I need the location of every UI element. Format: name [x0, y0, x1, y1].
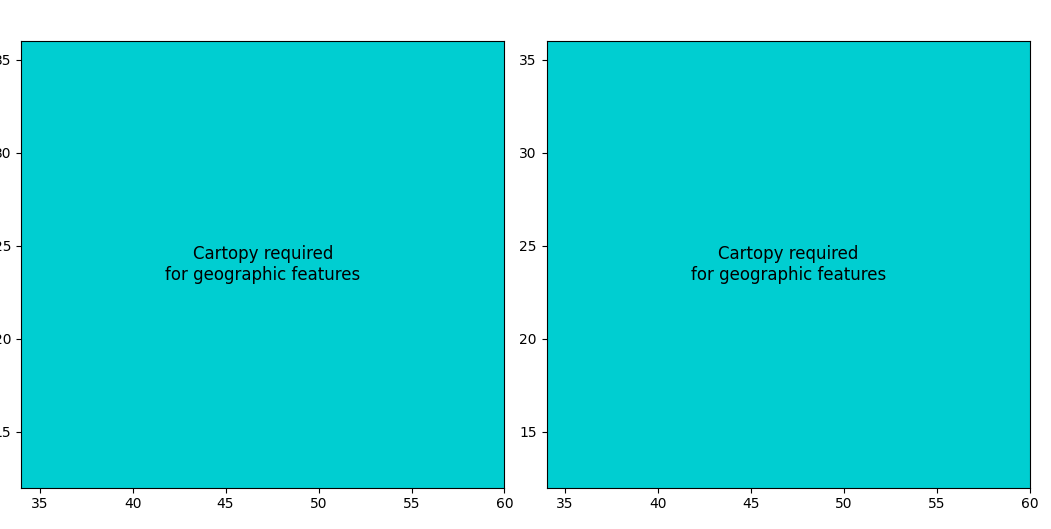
- Text: Cartopy required
for geographic features: Cartopy required for geographic features: [691, 245, 886, 284]
- Text: Cartopy required
for geographic features: Cartopy required for geographic features: [165, 245, 360, 284]
